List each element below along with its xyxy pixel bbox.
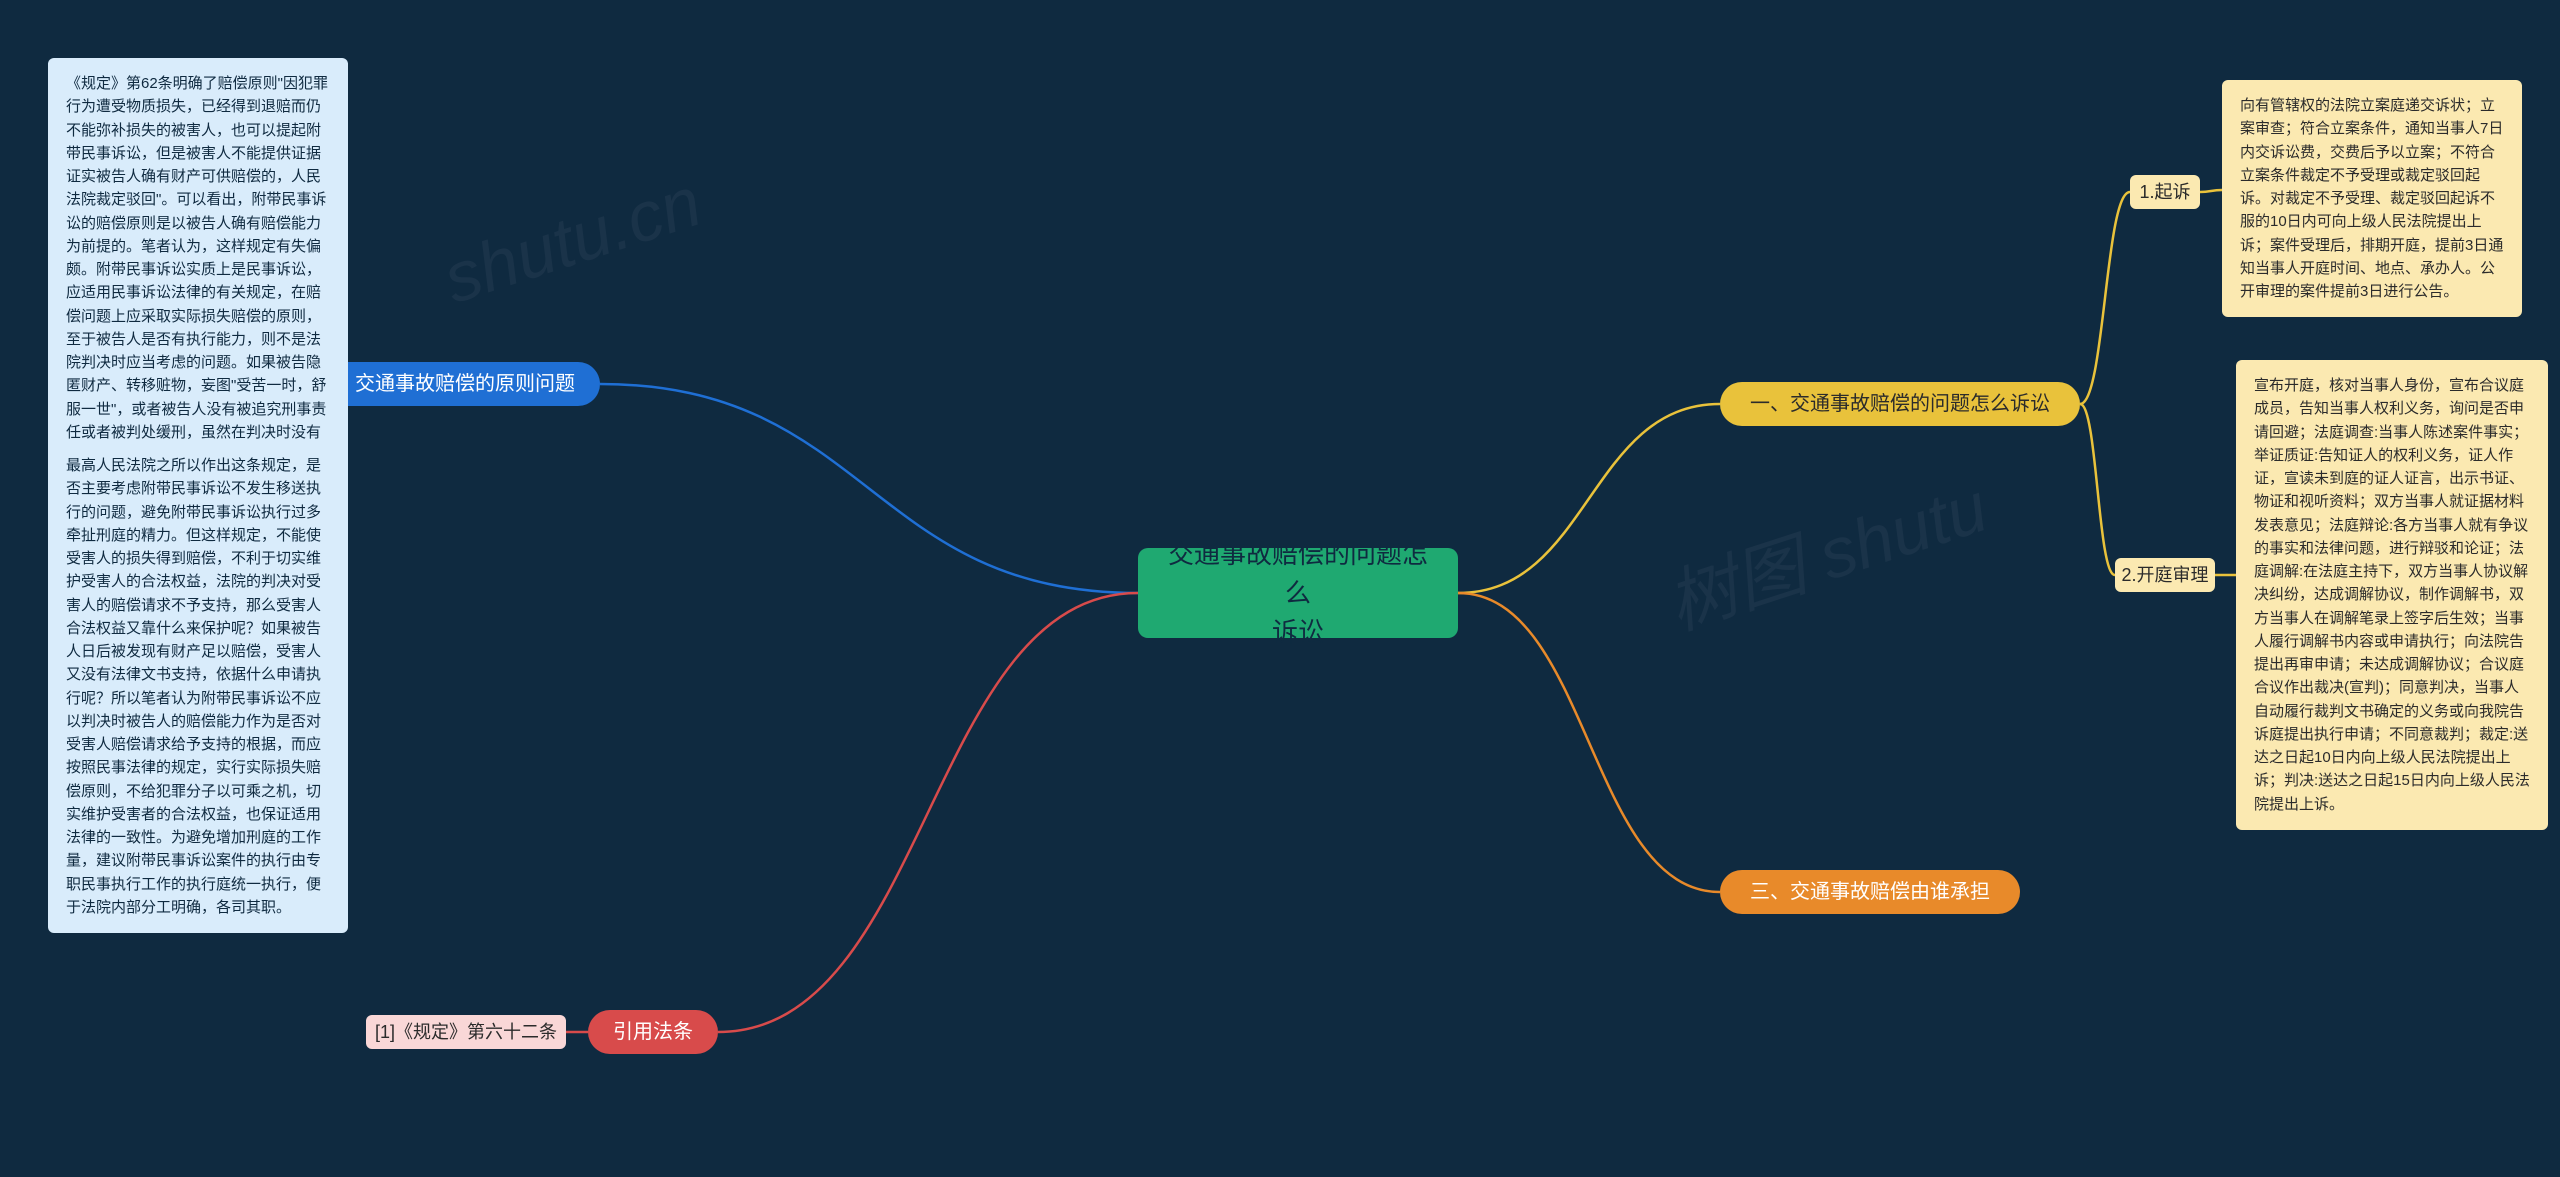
b4s1-label: [1]《规定》第六十二条 (375, 1019, 557, 1046)
b1s2d: 宣布开庭，核对当事人身份，宣布合议庭成员，告知当事人权利义务，询问是否申请回避；… (2236, 360, 2548, 830)
b1s1-label: 1.起诉 (2140, 179, 2191, 206)
b1s2d-label: 宣布开庭，核对当事人身份，宣布合议庭成员，告知当事人权利义务，询问是否申请回避；… (2254, 374, 2530, 816)
watermark-0: shutu.cn (434, 161, 710, 319)
b4: 引用法条 (588, 1010, 718, 1054)
watermark-1: 树图 shutu (1652, 451, 1998, 649)
b2d2: 最高人民法院之所以作出这条规定，是否主要考虑附带民事诉讼不发生移送执行的问题，避… (48, 440, 348, 933)
b1s1d-label: 向有管辖权的法院立案庭递交诉状；立案审查；符合立案条件，通知当事人7日内交诉讼费… (2240, 94, 2504, 303)
b2d2-label: 最高人民法院之所以作出这条规定，是否主要考虑附带民事诉讼不发生移送执行的问题，避… (66, 454, 330, 919)
b1s1: 1.起诉 (2130, 175, 2200, 209)
b4s1: [1]《规定》第六十二条 (366, 1015, 566, 1049)
b3-label: 三、交通事故赔偿由谁承担 (1750, 877, 1990, 907)
b1-label: 一、交通事故赔偿的问题怎么诉讼 (1750, 389, 2050, 419)
b4-label: 引用法条 (613, 1017, 693, 1047)
b2-label: 二、交通事故赔偿的原则问题 (315, 369, 575, 399)
b1s2-label: 2.开庭审理 (2122, 562, 2209, 589)
root-node-label: 交通事故赔偿的问题怎么 诉讼 (1168, 535, 1428, 652)
root-node: 交通事故赔偿的问题怎么 诉讼 (1138, 548, 1458, 638)
b3: 三、交通事故赔偿由谁承担 (1720, 870, 2020, 914)
b1: 一、交通事故赔偿的问题怎么诉讼 (1720, 382, 2080, 426)
b1s1d: 向有管辖权的法院立案庭递交诉状；立案审查；符合立案条件，通知当事人7日内交诉讼费… (2222, 80, 2522, 317)
b1s2: 2.开庭审理 (2115, 558, 2215, 592)
